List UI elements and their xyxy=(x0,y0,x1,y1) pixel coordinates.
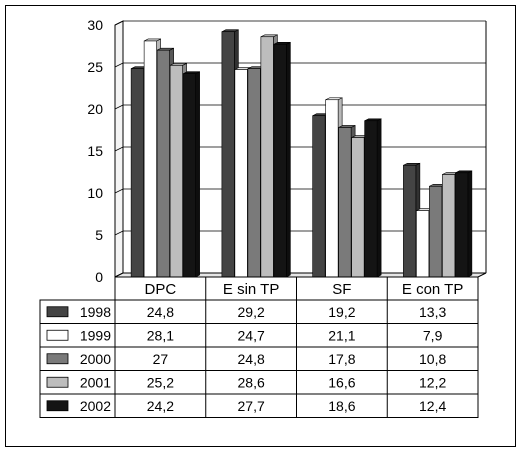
bar-front xyxy=(442,174,456,278)
gridline xyxy=(114,104,486,110)
bar-front xyxy=(312,115,326,278)
data-label: 16,6 xyxy=(328,374,355,390)
data-label: 10,8 xyxy=(419,351,446,367)
bar-front xyxy=(260,36,274,278)
bar-front xyxy=(325,99,339,278)
bar-side xyxy=(467,170,473,278)
data-table: DPC E sin TP SF E con TP 1998 24,8 29,2 19,2 13,… xyxy=(39,276,479,418)
legend-label: 1999 xyxy=(80,327,111,343)
bar-front xyxy=(429,185,443,278)
bar-side xyxy=(195,71,200,278)
y-axis: 0 5 10 15 20 25 30 xyxy=(87,17,103,285)
bar-front xyxy=(169,65,183,278)
bar-front xyxy=(221,31,235,278)
bar-front xyxy=(351,137,365,278)
data-label: 24,8 xyxy=(147,304,174,320)
bar-side xyxy=(286,41,291,278)
bar xyxy=(455,170,473,278)
bar-front xyxy=(403,164,417,278)
bar-front xyxy=(130,68,144,278)
bar-side xyxy=(376,118,382,278)
data-label: 18,6 xyxy=(328,398,355,414)
bar-front xyxy=(143,40,157,278)
category-label: SF xyxy=(332,281,351,298)
data-label: 19,2 xyxy=(328,304,355,320)
data-label: 17,8 xyxy=(328,351,355,367)
legend-label: 2002 xyxy=(80,398,111,414)
y-tick-label: 5 xyxy=(95,227,103,243)
bar-front xyxy=(234,69,248,278)
bar xyxy=(273,41,291,278)
data-label: 28,1 xyxy=(147,327,174,343)
legend-swatch xyxy=(46,306,69,318)
data-label: 27 xyxy=(153,351,169,367)
y-tick-label: 10 xyxy=(87,185,103,201)
legend-swatch xyxy=(46,329,69,341)
bar-front xyxy=(273,44,287,278)
bar xyxy=(351,135,369,278)
bar xyxy=(182,71,200,278)
y-tick-label: 0 xyxy=(95,269,103,285)
bar-front xyxy=(416,210,430,278)
data-label: 27,7 xyxy=(238,398,265,414)
y-tick-label: 30 xyxy=(87,17,103,33)
bar-front xyxy=(364,120,378,278)
bar-front xyxy=(338,127,352,278)
data-label: 12,2 xyxy=(419,374,446,390)
data-label: 24,8 xyxy=(238,351,265,367)
data-label: 21,1 xyxy=(328,327,355,343)
data-label: 24,7 xyxy=(238,327,265,343)
legend-label: 2000 xyxy=(80,351,111,367)
bars xyxy=(130,29,473,278)
data-label: 24,2 xyxy=(147,398,174,414)
legend-label: 1998 xyxy=(80,304,111,320)
gridline xyxy=(114,20,486,26)
bar-front xyxy=(455,172,469,278)
data-label: 28,6 xyxy=(238,374,265,390)
legend-label: 2001 xyxy=(80,374,111,390)
y-tick-label: 25 xyxy=(87,59,103,75)
y-tick-label: 20 xyxy=(87,101,103,117)
bar-front xyxy=(247,68,261,278)
bar-front xyxy=(182,73,196,278)
bar xyxy=(364,118,382,278)
data-label: 25,2 xyxy=(147,374,174,390)
table-border xyxy=(39,299,479,418)
gridline xyxy=(114,62,486,68)
legend-swatch xyxy=(46,353,69,365)
legend-swatch xyxy=(46,376,69,388)
category-label: E sin TP xyxy=(223,281,279,298)
y-tick-label: 15 xyxy=(87,143,103,159)
data-label: 29,2 xyxy=(238,304,265,320)
data-label: 13,3 xyxy=(419,304,446,320)
category-label: DPC xyxy=(145,281,177,298)
data-label: 12,4 xyxy=(419,398,446,414)
legend-swatch xyxy=(46,400,69,412)
data-label: 7,9 xyxy=(423,327,443,343)
category-label: E con TP xyxy=(402,281,463,298)
bar-front xyxy=(156,49,170,278)
